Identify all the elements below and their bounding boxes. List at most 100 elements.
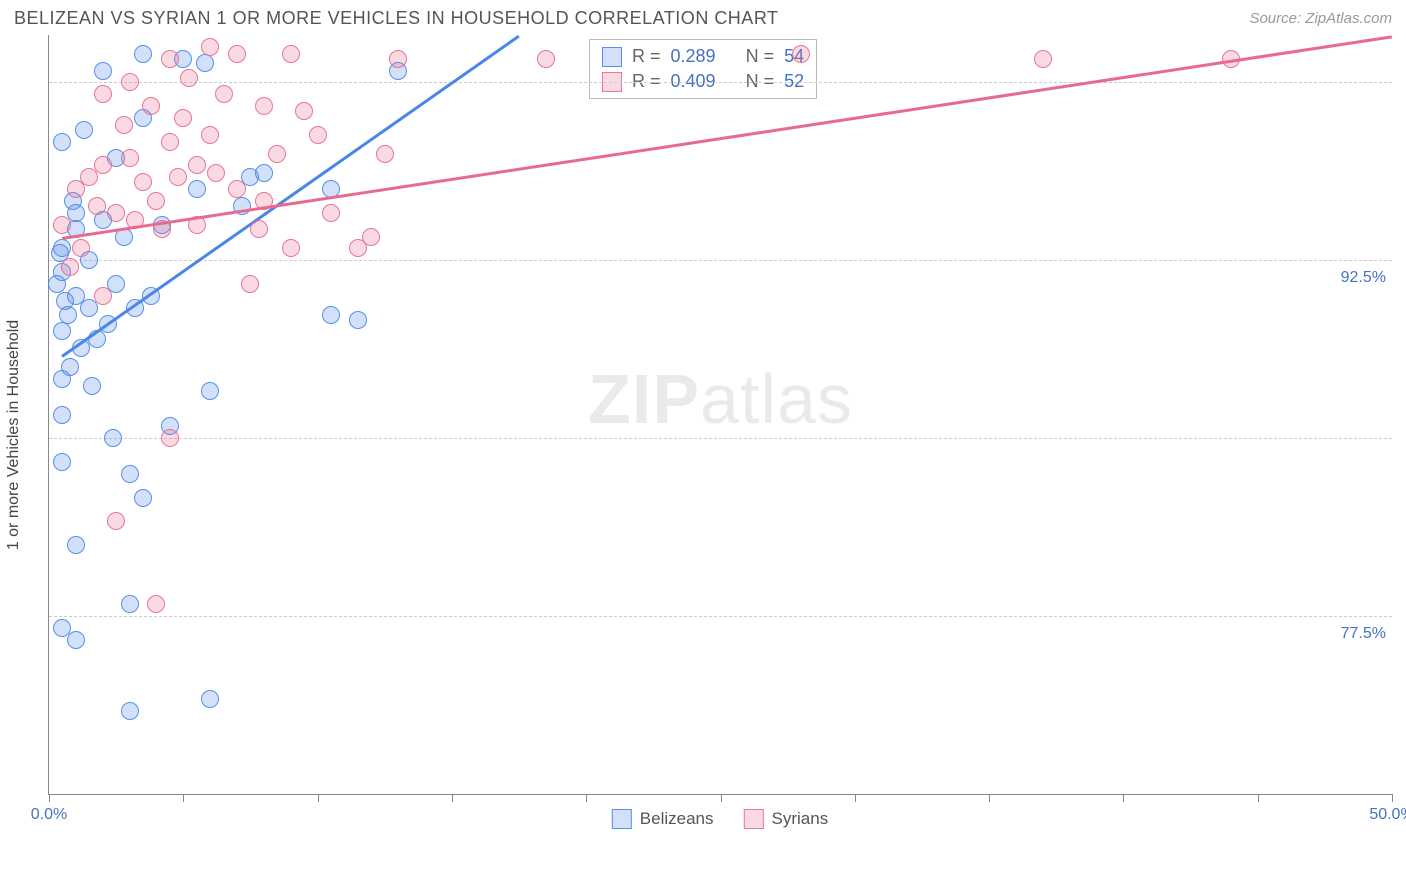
scatter-point (107, 512, 125, 530)
scatter-point (61, 258, 79, 276)
scatter-point (201, 690, 219, 708)
scatter-point (94, 85, 112, 103)
x-tick (452, 794, 453, 802)
scatter-point (161, 429, 179, 447)
scatter-point (134, 489, 152, 507)
stat-r-val-0: 0.289 (671, 46, 716, 67)
chart-header: BELIZEAN VS SYRIAN 1 OR MORE VEHICLES IN… (0, 0, 1406, 35)
scatter-point (349, 239, 367, 257)
y-tick-label: 77.5% (1341, 625, 1386, 643)
scatter-point (88, 197, 106, 215)
gridline-h (49, 616, 1392, 617)
x-tick (49, 794, 50, 802)
x-tick (989, 794, 990, 802)
scatter-point (376, 145, 394, 163)
scatter-point (53, 216, 71, 234)
legend-bottom-label-1: Syrians (772, 809, 829, 829)
scatter-point (147, 595, 165, 613)
legend-swatch-0 (602, 47, 622, 67)
scatter-point (169, 168, 187, 186)
plot-area: ZIPatlas R = 0.289 N = 54 R = 0.409 N = … (48, 35, 1392, 795)
scatter-point (121, 149, 139, 167)
legend-item-1: Syrians (744, 809, 829, 829)
scatter-point (255, 97, 273, 115)
scatter-point (53, 133, 71, 151)
scatter-point (228, 45, 246, 63)
watermark-light: atlas (700, 360, 853, 438)
scatter-point (134, 173, 152, 191)
scatter-point (75, 121, 93, 139)
scatter-point (537, 50, 555, 68)
legend-bottom-swatch-1 (744, 809, 764, 829)
x-tick-label: 0.0% (31, 806, 67, 824)
scatter-point (53, 322, 71, 340)
scatter-point (282, 45, 300, 63)
scatter-point (107, 204, 125, 222)
scatter-point (80, 168, 98, 186)
scatter-point (83, 377, 101, 395)
gridline-h (49, 260, 1392, 261)
scatter-point (180, 69, 198, 87)
legend-item-0: Belizeans (612, 809, 714, 829)
scatter-point (115, 116, 133, 134)
watermark: ZIPatlas (588, 359, 853, 439)
scatter-point (104, 429, 122, 447)
scatter-point (228, 180, 246, 198)
scatter-point (188, 156, 206, 174)
scatter-point (61, 358, 79, 376)
chart-source: Source: ZipAtlas.com (1249, 10, 1392, 27)
legend-bottom-label-0: Belizeans (640, 809, 714, 829)
scatter-point (389, 50, 407, 68)
scatter-point (282, 239, 300, 257)
chart-container: 1 or more Vehicles in Household ZIPatlas… (48, 35, 1392, 835)
scatter-point (201, 126, 219, 144)
scatter-point (67, 631, 85, 649)
scatter-point (53, 619, 71, 637)
scatter-point (161, 50, 179, 68)
x-tick (1123, 794, 1124, 802)
scatter-point (322, 306, 340, 324)
scatter-point (1034, 50, 1052, 68)
legend-bottom-swatch-0 (612, 809, 632, 829)
scatter-point (121, 595, 139, 613)
legend-stats-row-0: R = 0.289 N = 54 (602, 44, 804, 69)
scatter-point (53, 406, 71, 424)
scatter-point (201, 38, 219, 56)
scatter-point (174, 109, 192, 127)
x-tick (586, 794, 587, 802)
x-tick (1392, 794, 1393, 802)
watermark-bold: ZIP (588, 360, 700, 438)
scatter-point (134, 45, 152, 63)
x-tick (183, 794, 184, 802)
stat-n-label: N = (746, 46, 775, 67)
y-axis-title: 1 or more Vehicles in Household (5, 320, 23, 550)
scatter-point (268, 145, 286, 163)
scatter-point (53, 453, 71, 471)
x-tick (855, 794, 856, 802)
scatter-point (309, 126, 327, 144)
scatter-point (207, 164, 225, 182)
legend-stats-box: R = 0.289 N = 54 R = 0.409 N = 52 (589, 39, 817, 99)
scatter-point (295, 102, 313, 120)
scatter-point (161, 133, 179, 151)
gridline-h (49, 438, 1392, 439)
stat-r-label: R = (632, 46, 661, 67)
legend-bottom: Belizeans Syrians (612, 809, 828, 829)
scatter-point (121, 465, 139, 483)
scatter-point (201, 382, 219, 400)
scatter-point (121, 702, 139, 720)
scatter-point (196, 54, 214, 72)
gridline-h (49, 82, 1392, 83)
scatter-point (94, 287, 112, 305)
y-tick-label: 92.5% (1341, 269, 1386, 287)
scatter-point (147, 192, 165, 210)
scatter-point (792, 45, 810, 63)
scatter-point (48, 275, 66, 293)
scatter-point (188, 180, 206, 198)
scatter-point (72, 239, 90, 257)
scatter-point (349, 311, 367, 329)
chart-title: BELIZEAN VS SYRIAN 1 OR MORE VEHICLES IN… (14, 8, 779, 29)
x-tick (721, 794, 722, 802)
scatter-point (215, 85, 233, 103)
scatter-point (250, 220, 268, 238)
